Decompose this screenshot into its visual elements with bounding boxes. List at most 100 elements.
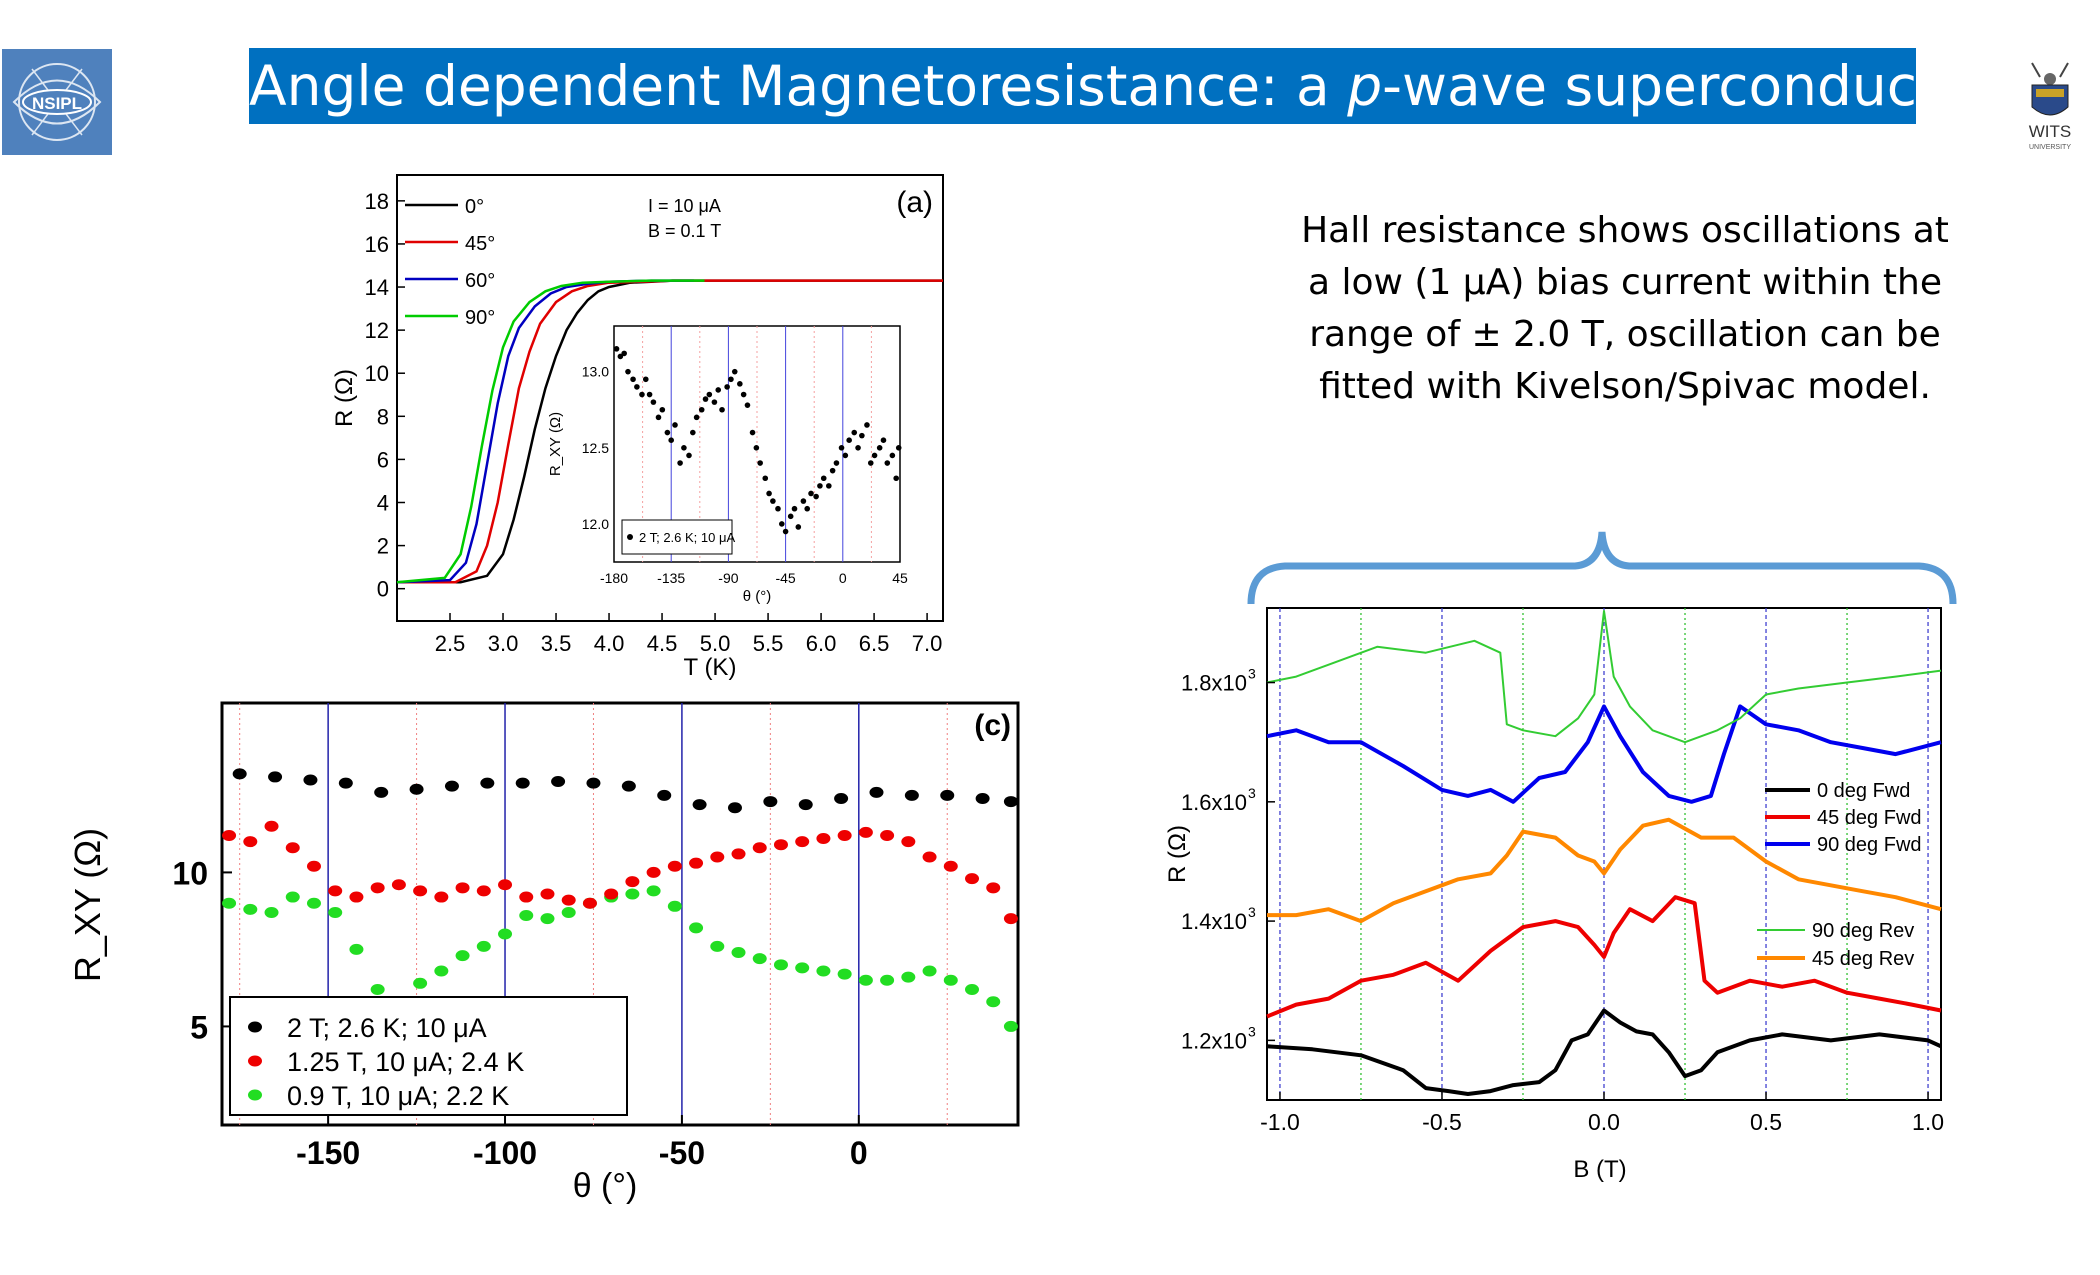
fig-c-legend-marker: [248, 1021, 262, 1033]
fig-a-inset-xtick-label: -45: [775, 570, 795, 586]
fig-a-inset-point: [813, 493, 819, 500]
fig-a-inset-point: [664, 429, 671, 436]
fig-a-inset-point: [893, 475, 899, 482]
fig-a-panel-label: (a): [896, 186, 933, 219]
fig-a-inset-point: [634, 384, 640, 390]
fig-a-xtick-label: 5.5: [753, 631, 784, 656]
fig-d-xtick-label: 0.0: [1588, 1109, 1620, 1135]
fig-c-point: [582, 897, 597, 909]
fig-a-inset-point: [817, 483, 823, 489]
fig-a-ytick-label: 16: [365, 232, 389, 257]
fig-a-xlabel: T (K): [684, 654, 737, 681]
fig-c-point: [689, 922, 704, 934]
fig-c-point: [763, 796, 778, 808]
fig-c-point: [752, 953, 767, 965]
fig-a-inset-xtick-label: 0: [839, 570, 847, 586]
fig-c-point: [880, 974, 895, 986]
fig-c-point: [328, 906, 343, 918]
fig-a-inset-point: [846, 437, 852, 443]
fig-c-point: [370, 983, 385, 995]
fig-a-inset-point: [625, 368, 631, 375]
fig-c-point: [455, 950, 470, 962]
fig-a-inset-xtick-label: -135: [657, 570, 685, 586]
fig-a-inset-point: [737, 381, 743, 387]
fig-c-ytick-label: 10: [172, 855, 208, 891]
fig-c-point: [816, 965, 831, 977]
fig-a-inset-point: [838, 445, 845, 451]
fig-a-inset-point: [686, 452, 692, 459]
fig-c-point: [667, 900, 682, 912]
fig-c-point: [816, 833, 831, 845]
fig-a-inset-point: [864, 422, 870, 428]
fig-c-point: [455, 882, 470, 894]
fig-c-point: [837, 968, 852, 980]
fig-a-xtick-label: 5.0: [700, 631, 731, 656]
fig-c-point: [540, 888, 555, 900]
fig-a-inset-point: [681, 445, 687, 451]
fig-a-inset-point: [724, 384, 730, 390]
fig-c-xtick-label: -50: [659, 1135, 705, 1171]
fig-c-ylabel: R_XY (Ω): [67, 828, 108, 982]
fig-c-xtick-label: -150: [296, 1135, 360, 1171]
fig-a-inset-point: [731, 368, 738, 375]
fig-a-inset-point: [655, 414, 662, 421]
fig-c-point: [391, 879, 406, 891]
fig-c-point: [901, 836, 916, 848]
fig-a-inset-ytick-label: 12.5: [582, 440, 609, 456]
fig-a-inset-point: [851, 429, 858, 436]
fig-a-inset-point: [630, 376, 636, 383]
fig-c-point: [667, 860, 682, 872]
fig-a-legend-label: 60°: [465, 270, 495, 292]
fig-c-frame: [220, 701, 1020, 1127]
fig-c-point: [943, 860, 958, 872]
fig-d-ytick-label: 1.6x10: [1181, 790, 1247, 815]
fig-c-point: [480, 777, 495, 789]
fig-a-xtick-label: 2.5: [435, 631, 466, 656]
fig-d-xtick-label: 0.5: [1750, 1109, 1782, 1135]
fig-a-inset-point: [646, 391, 653, 398]
fig-a-inset-point: [778, 521, 785, 527]
fig-a-inset-point: [804, 505, 811, 512]
fig-c-point: [901, 971, 916, 983]
fig-c-point: [773, 839, 788, 851]
fig-a-inset-point: [621, 350, 627, 357]
fig-a-inset-point: [613, 346, 620, 352]
fig-a-inset-ytick-label: 12.0: [582, 516, 609, 532]
fig-a-inset-point: [775, 505, 781, 512]
fig-c-point: [434, 891, 449, 903]
fig-c-point: [1003, 1020, 1018, 1032]
fig-a-inset-point: [770, 498, 776, 504]
fig-a-ytick-label: 18: [365, 189, 389, 214]
fig-a-ytick-label: 4: [377, 490, 389, 515]
fig-c-point: [303, 774, 318, 786]
fig-a-ytick-label: 2: [377, 534, 389, 559]
fig-c-point: [264, 820, 279, 832]
fig-d-ytick-label: 1.4x10: [1181, 909, 1247, 934]
fig-a-inset-point: [642, 376, 649, 383]
fig-a-inset-ytick-label: 13.0: [582, 364, 609, 380]
fig-a-inset-point: [690, 429, 696, 436]
fig-c-point: [798, 799, 813, 811]
fig-a-xtick-label: 6.0: [806, 631, 837, 656]
fig-c-point: [858, 826, 873, 838]
fig-c-point: [268, 771, 283, 783]
fig-a-inset-point: [820, 475, 827, 482]
fig-a-inset-point: [740, 391, 747, 398]
figure-d: -1.0 -0.5 0.0 0.5 1.0 1.2x10 3 1.4x10 3 1.6x10 3 1.…: [1155, 600, 1955, 1200]
fig-a-inset-point: [659, 406, 666, 413]
fig-a-inset-point: [829, 467, 836, 474]
fig-a-inset-point: [698, 406, 705, 413]
fig-c-point: [498, 928, 513, 940]
figure-a-svg: 2.5 3.0 3.5 4.0 4.5 5.0 5.5 6.0 6.5 7.0 0 2 4 6 8 10 12 1…: [331, 174, 944, 681]
fig-a-inset-point: [787, 513, 794, 520]
fig-c-point: [904, 789, 919, 801]
fig-c-legend-marker: [248, 1055, 262, 1067]
fig-a-inset-point: [728, 376, 734, 383]
fig-a-inset-point: [884, 460, 891, 466]
fig-c-point: [222, 897, 237, 909]
fig-a-legend-label: 45°: [465, 233, 495, 255]
fig-c-point: [285, 842, 300, 854]
fig-a-xtick-label: 3.0: [488, 631, 519, 656]
fig-a-inset-point: [826, 483, 832, 489]
fig-c-panel-label: (c): [974, 709, 1011, 742]
